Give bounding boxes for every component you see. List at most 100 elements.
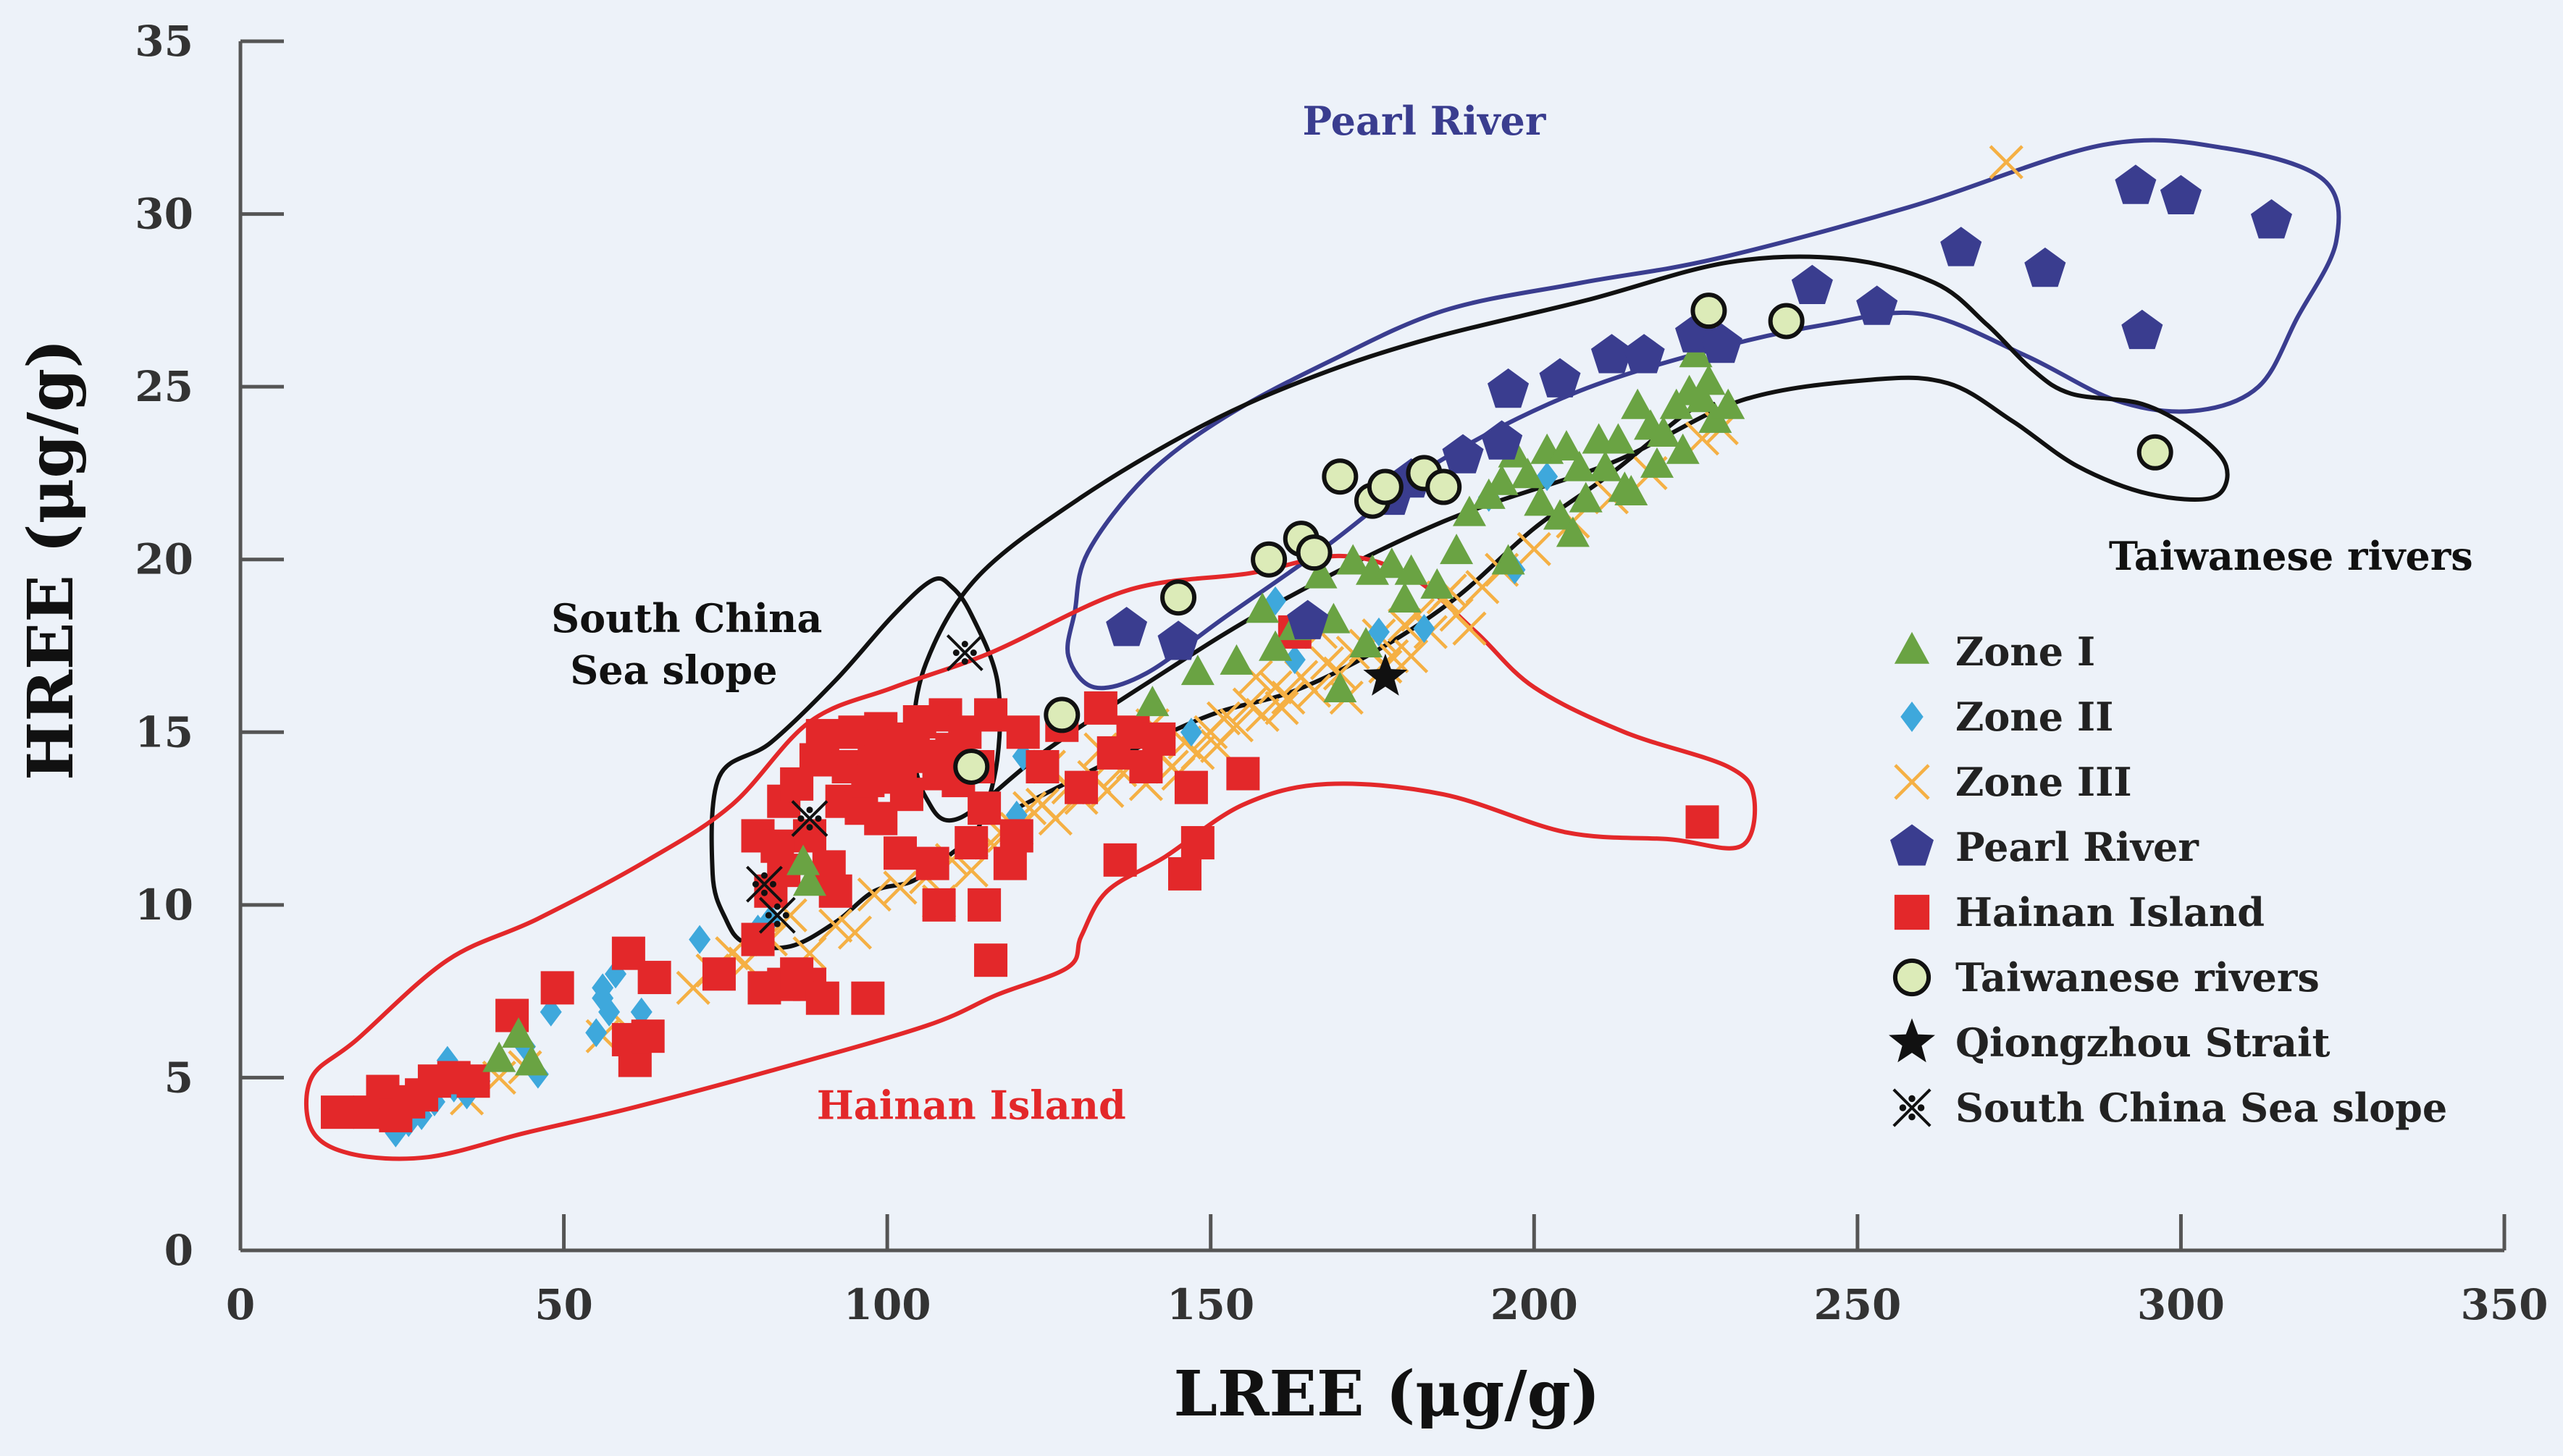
series-hainan xyxy=(320,615,1719,1132)
point-zone1 xyxy=(786,844,821,875)
point-zone1 xyxy=(1588,450,1622,481)
legend: Zone I Zone II Zone III Pearl River Hainan I… xyxy=(1889,628,2447,1131)
series-zone1 xyxy=(482,337,1745,1076)
point-hainan xyxy=(915,846,949,880)
point-hainan xyxy=(1083,691,1117,725)
point-hainan xyxy=(702,957,736,991)
point-zone1 xyxy=(1524,485,1558,516)
point-hainan xyxy=(851,981,885,1015)
point-zone2 xyxy=(540,997,562,1027)
point-zone1 xyxy=(1666,433,1700,464)
point-zone3 xyxy=(837,915,873,950)
point-zone3 xyxy=(1452,611,1487,646)
point-zone1 xyxy=(1136,686,1170,717)
point-zone3 xyxy=(954,853,989,888)
point-zone3 xyxy=(857,877,892,912)
point-taiwan xyxy=(1425,468,1462,505)
legend-label-taiwan: Taiwanese rivers xyxy=(1955,954,2320,1001)
point-zone1 xyxy=(1614,475,1648,506)
point-zone3 xyxy=(1989,145,2023,180)
legend-label-hainan: Hainan Island xyxy=(1955,889,2265,935)
legend-label-zone2: Zone II xyxy=(1955,694,2113,740)
point-taiwan xyxy=(1296,534,1333,571)
point-zone1 xyxy=(502,1017,536,1048)
point-scs xyxy=(946,634,983,671)
point-zone1 xyxy=(1375,547,1409,578)
point-pearl xyxy=(1940,227,1982,266)
point-pearl xyxy=(1287,599,1329,639)
point-zone1 xyxy=(514,1045,548,1076)
envelope-taiwanese-rivers-field xyxy=(910,254,2230,823)
point-zone1 xyxy=(1220,644,1254,675)
point-zone1 xyxy=(1388,581,1422,613)
y-tick-label: 20 xyxy=(135,535,193,584)
point-zone1 xyxy=(1711,388,1745,419)
envelope-hainan-island-field xyxy=(303,553,1758,1161)
point-hainan xyxy=(805,719,839,753)
point-hainan xyxy=(974,943,1008,977)
point-zone1 xyxy=(1562,450,1596,481)
point-hainan xyxy=(1685,805,1719,839)
point-pearl xyxy=(1481,420,1523,460)
point-hainan xyxy=(637,961,671,995)
series-qiongzhou xyxy=(1363,653,1408,696)
point-zone2 xyxy=(630,997,653,1027)
point-hainan xyxy=(968,888,1002,922)
point-scs xyxy=(791,800,829,837)
point-zone1 xyxy=(1640,447,1674,478)
point-pearl xyxy=(1856,285,1898,325)
x-tick-label: 250 xyxy=(1813,1280,1901,1329)
point-zone1 xyxy=(1646,416,1680,447)
region-label: Hainan Island xyxy=(817,1082,1126,1129)
point-zone1 xyxy=(1692,364,1726,395)
legend-label-zone1: Zone I xyxy=(1955,628,2095,675)
series-scs xyxy=(746,634,983,934)
x-tick-label: 200 xyxy=(1490,1280,1578,1329)
point-pearl xyxy=(1106,607,1148,647)
x-tick-label: 150 xyxy=(1167,1280,1254,1329)
point-pearl xyxy=(2250,199,2292,239)
point-zone1 xyxy=(1304,557,1338,589)
point-scs xyxy=(758,896,796,934)
legend-item-zone2: Zone II xyxy=(1900,694,2113,740)
point-pearl xyxy=(1157,620,1199,660)
point-zone2 xyxy=(1367,617,1390,647)
point-zone3 xyxy=(1393,639,1429,673)
point-hainan xyxy=(955,825,989,859)
y-axis-title: HREE (μg/g) xyxy=(14,339,88,780)
point-pearl xyxy=(1623,334,1665,374)
point-pearl xyxy=(1590,334,1632,374)
point-zone3 xyxy=(818,908,853,943)
region-label: Pearl River xyxy=(1303,98,1546,144)
point-zone1 xyxy=(1549,430,1583,461)
y-tick-label: 10 xyxy=(135,880,193,930)
legend-item-taiwan: Taiwanese rivers xyxy=(1892,954,2320,1001)
point-zone1 xyxy=(1491,544,1525,575)
legend-item-zone1: Zone I xyxy=(1894,628,2095,675)
point-pearl xyxy=(1700,323,1742,363)
point-taiwan xyxy=(2136,434,2173,471)
y-tick-label: 30 xyxy=(135,190,193,239)
point-zone3 xyxy=(1038,801,1073,836)
point-pearl xyxy=(2024,247,2066,287)
point-zone1 xyxy=(1317,602,1351,634)
point-taiwan xyxy=(1690,293,1727,329)
y-tick-label: 35 xyxy=(135,17,193,66)
point-zone1 xyxy=(1569,481,1603,513)
envelope-pearl-river-field xyxy=(1065,138,2341,691)
point-taiwan xyxy=(1367,468,1404,505)
region-label: Taiwanese rivers xyxy=(2109,533,2473,579)
point-taiwan xyxy=(953,749,990,785)
legend-marker-zone1 xyxy=(1894,631,1930,664)
point-hainan xyxy=(922,888,956,922)
point-hainan xyxy=(1103,843,1137,877)
legend-item-hainan: Hainan Island xyxy=(1894,889,2265,935)
point-zone1 xyxy=(792,865,826,896)
y-tick-label: 25 xyxy=(135,362,193,411)
point-hainan xyxy=(864,801,898,836)
x-tick-label: 350 xyxy=(2460,1280,2548,1329)
region-label: South China xyxy=(551,595,822,641)
point-zone1 xyxy=(1485,464,1519,495)
legend-label-zone3: Zone III xyxy=(1955,759,2132,805)
